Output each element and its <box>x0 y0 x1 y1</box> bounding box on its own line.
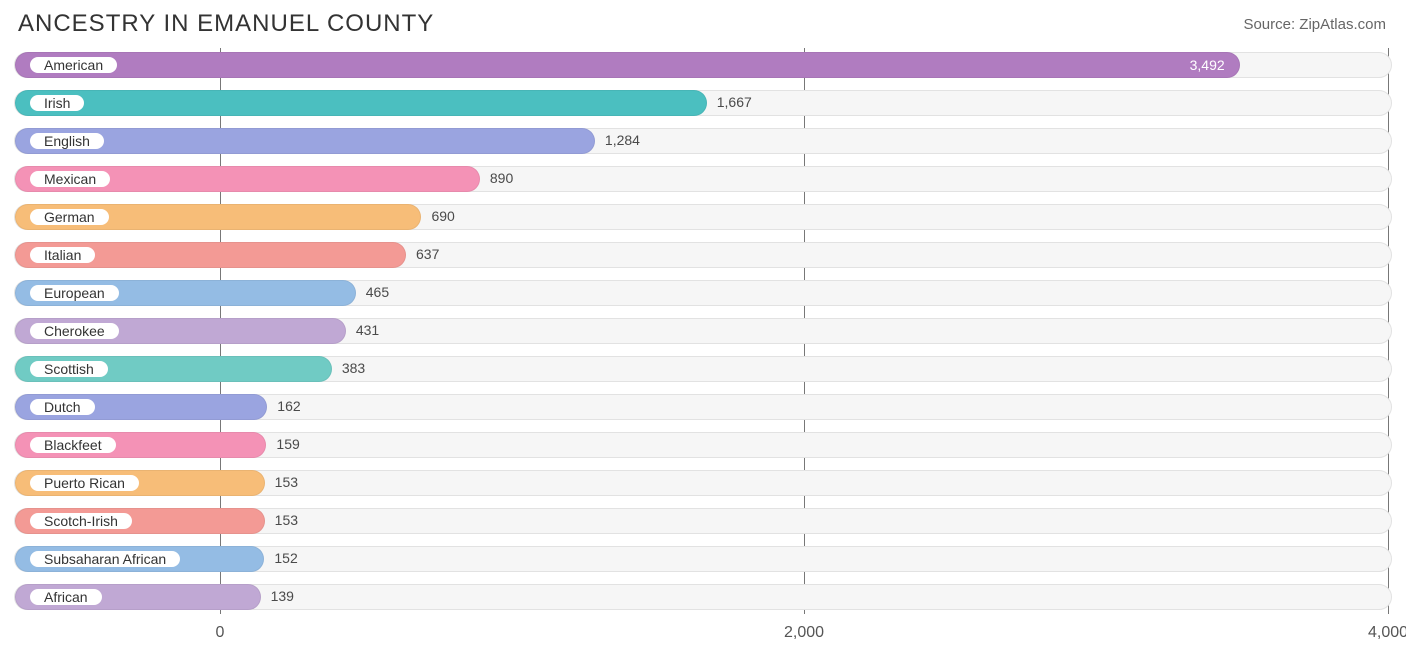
chart-title: ANCESTRY IN EMANUEL COUNTY <box>18 10 434 38</box>
category-pill: African <box>28 587 104 607</box>
category-label: Irish <box>44 95 70 111</box>
chart-source: Source: ZipAtlas.com <box>1243 16 1386 33</box>
bar-row: Mexican 890 <box>14 162 1392 196</box>
bar-row: Puerto Rican 153 <box>14 466 1392 500</box>
category-pill: Mexican <box>28 169 112 189</box>
category-pill: American <box>28 55 119 75</box>
category-label: Blackfeet <box>44 437 102 453</box>
bar-row: German 690 <box>14 200 1392 234</box>
bar-row: Scotch-Irish 153 <box>14 504 1392 538</box>
bar <box>15 90 707 116</box>
bar: 3,492 <box>15 52 1240 78</box>
value-label: 3,492 <box>1190 57 1225 73</box>
category-label: Scottish <box>44 361 94 377</box>
category-pill: Subsaharan African <box>28 549 182 569</box>
bar-row: Irish 1,667 <box>14 86 1392 120</box>
category-pill: Scottish <box>28 359 110 379</box>
bar-row: European 465 <box>14 276 1392 310</box>
category-label: Dutch <box>44 399 81 415</box>
value-label: 637 <box>416 246 439 262</box>
chart-area: 3,492 American Irish 1,667 English 1,284 Mexic… <box>0 46 1406 648</box>
category-pill: Puerto Rican <box>28 473 141 493</box>
value-label: 153 <box>275 474 298 490</box>
category-pill: Blackfeet <box>28 435 118 455</box>
category-pill: European <box>28 283 121 303</box>
category-pill: German <box>28 207 111 227</box>
category-pill: Italian <box>28 245 97 265</box>
bar-row: Cherokee 431 <box>14 314 1392 348</box>
category-label: American <box>44 57 103 73</box>
bar-row: 3,492 American <box>14 48 1392 82</box>
value-label: 431 <box>356 322 379 338</box>
value-label: 690 <box>431 208 454 224</box>
bar-row: Italian 637 <box>14 238 1392 272</box>
value-label: 162 <box>277 398 300 414</box>
bar-row: English 1,284 <box>14 124 1392 158</box>
x-tick-label: 0 <box>216 624 225 642</box>
category-pill: Irish <box>28 93 86 113</box>
category-label: English <box>44 133 90 149</box>
category-label: German <box>44 209 95 225</box>
category-label: Scotch-Irish <box>44 513 118 529</box>
value-label: 139 <box>271 588 294 604</box>
category-pill: Cherokee <box>28 321 121 341</box>
category-pill: English <box>28 131 106 151</box>
chart-header: ANCESTRY IN EMANUEL COUNTY Source: ZipAt… <box>0 0 1406 46</box>
category-label: Subsaharan African <box>44 551 166 567</box>
value-label: 465 <box>366 284 389 300</box>
x-tick-label: 2,000 <box>784 624 824 642</box>
bar-row: Subsaharan African 152 <box>14 542 1392 576</box>
category-label: Italian <box>44 247 81 263</box>
category-label: Mexican <box>44 171 96 187</box>
bar-row: Scottish 383 <box>14 352 1392 386</box>
x-tick-label: 4,000 <box>1368 624 1406 642</box>
value-label: 152 <box>274 550 297 566</box>
value-label: 1,667 <box>717 94 752 110</box>
category-pill: Dutch <box>28 397 97 417</box>
value-label: 890 <box>490 170 513 186</box>
bars-container: 3,492 American Irish 1,667 English 1,284 Mexic… <box>14 48 1392 614</box>
category-label: Cherokee <box>44 323 105 339</box>
bar-row: Blackfeet 159 <box>14 428 1392 462</box>
bar-row: Dutch 162 <box>14 390 1392 424</box>
value-label: 1,284 <box>605 132 640 148</box>
value-label: 153 <box>275 512 298 528</box>
value-label: 159 <box>276 436 299 452</box>
bar-row: African 139 <box>14 580 1392 614</box>
category-label: African <box>44 589 88 605</box>
category-label: European <box>44 285 105 301</box>
category-pill: Scotch-Irish <box>28 511 134 531</box>
category-label: Puerto Rican <box>44 475 125 491</box>
value-label: 383 <box>342 360 365 376</box>
